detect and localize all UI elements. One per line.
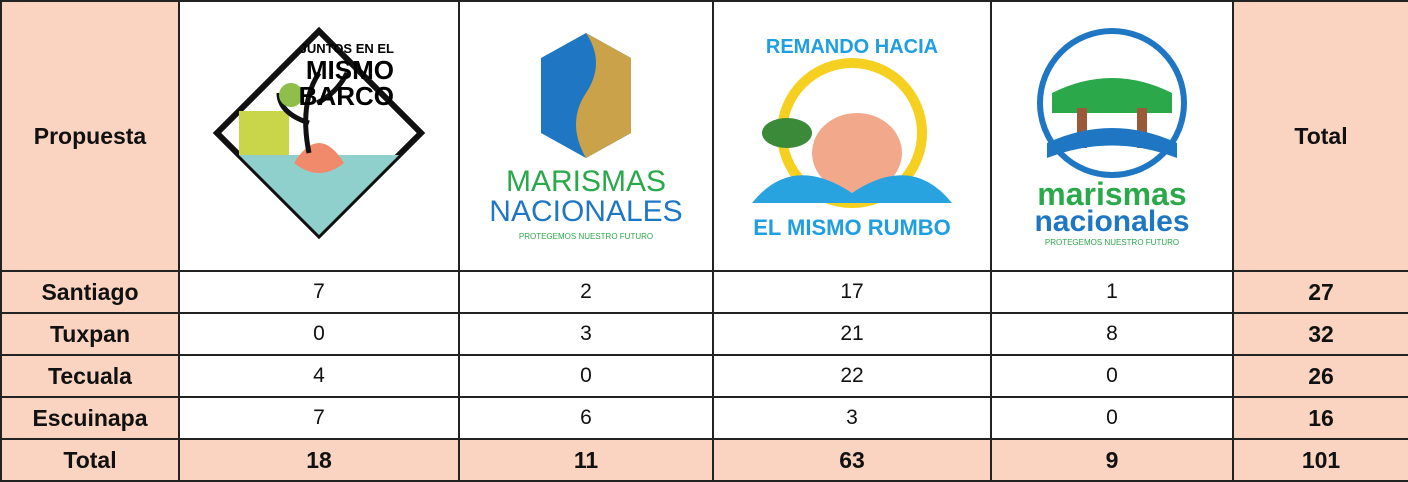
value-cell: 9 [990, 438, 1234, 482]
header-row: Propuesta JUNTOS EN EL MISMO BARCO MARIS… [0, 0, 1408, 272]
data-row: Tuxpan 0 3 21 8 32 [0, 312, 1408, 356]
value-cell: 6 [458, 396, 714, 440]
logo-text: MISMO [306, 55, 394, 85]
logo: REMANDO HACIA EL MISMO RUMBO [752, 36, 952, 240]
value-cell: 63 [712, 438, 992, 482]
logo-text: PROTEGEMOS NUESTRO FUTURO [519, 232, 653, 241]
logo-cell: REMANDO HACIA EL MISMO RUMBO [712, 0, 992, 272]
value-cell: 3 [712, 396, 992, 440]
row-total: 32 [1232, 312, 1408, 356]
value-cell: 7 [178, 396, 460, 440]
logo-text: marismas [1037, 176, 1186, 212]
logo-text: REMANDO HACIA [766, 36, 938, 58]
value-cell: 0 [458, 354, 714, 398]
logo-text: JUNTOS EN EL [300, 41, 394, 56]
row-total: 26 [1232, 354, 1408, 398]
row-label: Tecuala [0, 354, 180, 398]
value-cell: 18 [178, 438, 460, 482]
row-total: 101 [1232, 438, 1408, 482]
header-total: Total [1232, 0, 1408, 272]
value-cell: 8 [990, 312, 1234, 356]
row-label: Santiago [0, 270, 180, 314]
logo-text: PROTEGEMOS NUESTRO FUTURO [1045, 238, 1179, 247]
logo-cell: MARISMAS NACIONALES PROTEGEMOS NUESTRO F… [458, 0, 714, 272]
logo-text: nacionales [1034, 205, 1189, 238]
data-row: Tecuala 4 0 22 0 26 [0, 354, 1408, 398]
logo: JUNTOS EN EL MISMO BARCO [212, 26, 426, 240]
row-total: 27 [1232, 270, 1408, 314]
value-cell: 11 [458, 438, 714, 482]
row-label: Total [0, 438, 180, 482]
value-cell: 2 [458, 270, 714, 314]
value-cell: 0 [178, 312, 460, 356]
row-total: 16 [1232, 396, 1408, 440]
logo-text: NACIONALES [489, 195, 682, 228]
logo-cell: marismas nacionales PROTEGEMOS NUESTRO F… [990, 0, 1234, 272]
data-row: Santiago 7 2 17 1 27 [0, 270, 1408, 314]
value-cell: 21 [712, 312, 992, 356]
logo-text: BARCO [299, 81, 394, 111]
value-cell: 0 [990, 396, 1234, 440]
value-cell: 7 [178, 270, 460, 314]
value-cell: 22 [712, 354, 992, 398]
logo-text: EL MISMO RUMBO [753, 215, 951, 240]
logo: MARISMAS NACIONALES PROTEGEMOS NUESTRO F… [489, 33, 683, 241]
value-cell: 0 [990, 354, 1234, 398]
logo-text: MARISMAS [506, 165, 666, 198]
data-row: Escuinapa 7 6 3 0 16 [0, 396, 1408, 440]
logo: marismas nacionales PROTEGEMOS NUESTRO F… [1034, 28, 1190, 247]
header-label: Propuesta [0, 0, 180, 272]
logo-cell: JUNTOS EN EL MISMO BARCO [178, 0, 460, 272]
row-label: Escuinapa [0, 396, 180, 440]
totals-row: Total 18 11 63 9 101 [0, 438, 1408, 482]
value-cell: 1 [990, 270, 1234, 314]
row-label: Tuxpan [0, 312, 180, 356]
value-cell: 17 [712, 270, 992, 314]
value-cell: 4 [178, 354, 460, 398]
value-cell: 3 [458, 312, 714, 356]
